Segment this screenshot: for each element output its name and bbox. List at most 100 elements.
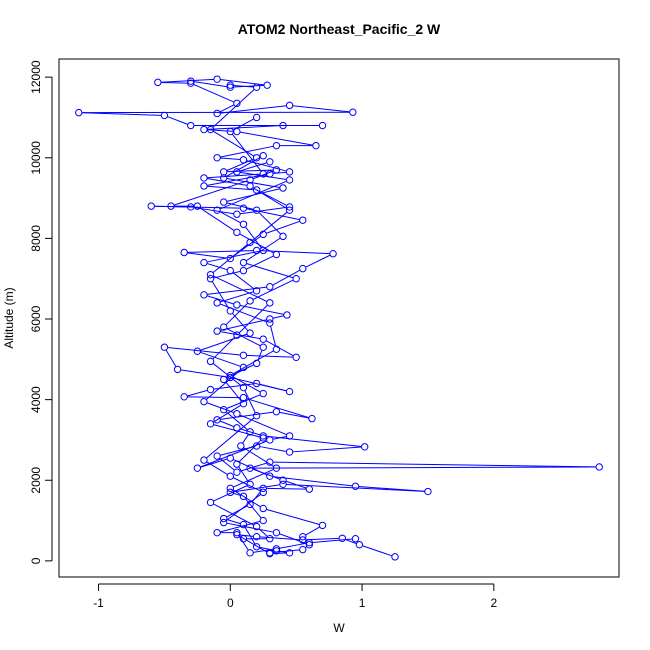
data-point [226, 472, 234, 480]
data-point [220, 375, 228, 384]
series-line-segment [187, 250, 254, 253]
series-line-segment [219, 420, 235, 428]
series-line-segment [239, 414, 287, 436]
data-point [213, 154, 221, 162]
series-line-segment [266, 487, 307, 490]
data-point [424, 487, 432, 496]
data-point [266, 436, 274, 444]
x-tick-label: -1 [93, 596, 104, 610]
data-point [259, 516, 267, 525]
series-line-segment [266, 508, 320, 526]
series-line-segment [279, 542, 307, 549]
data-point [220, 174, 228, 182]
data-point [272, 141, 281, 150]
data-point [266, 319, 274, 327]
data-point [246, 297, 254, 305]
data-point [187, 79, 195, 87]
series-line-segment [358, 486, 425, 492]
series-line-segment [219, 303, 268, 323]
data-point [220, 518, 228, 527]
y-axis-label: Altitude (m) [2, 287, 16, 348]
data-point [220, 198, 228, 206]
data-point [180, 393, 188, 401]
series-line-segment [233, 492, 241, 496]
data-point [206, 357, 215, 366]
data-point [160, 343, 169, 351]
data-point [272, 166, 281, 174]
series-line-segment [244, 527, 256, 545]
data-point [266, 535, 274, 543]
series-line-segment [239, 171, 287, 180]
data-point [246, 549, 254, 557]
series-line-segment [238, 439, 262, 463]
data-point [259, 434, 267, 442]
series-line-segment [207, 185, 254, 191]
y-tick-label: 10000 [29, 141, 43, 175]
series-line-segment [213, 424, 261, 438]
series-line-segment [226, 328, 261, 347]
data-point [226, 254, 234, 263]
y-axis: 0 2000 4000 6000 8000 10000 12000 [29, 60, 53, 564]
data-point [318, 121, 327, 130]
data-point [233, 528, 241, 537]
series-line-segment [200, 351, 241, 367]
data-point [305, 539, 314, 547]
series-line-segment [225, 381, 242, 402]
data-point [246, 182, 254, 190]
series-line-segment [266, 435, 362, 447]
series-line-segment [245, 498, 262, 519]
data-point [285, 387, 294, 396]
series-line-segment [246, 354, 293, 358]
data-point [213, 327, 221, 335]
series-line-segment [259, 250, 330, 255]
series-line-segment [212, 362, 242, 386]
data-point [233, 460, 241, 468]
data-point [351, 482, 360, 490]
data-point [259, 389, 267, 398]
data-point [233, 530, 241, 539]
data-point [213, 206, 221, 214]
data-point [595, 463, 603, 471]
data-point [167, 202, 175, 210]
data-point [226, 266, 234, 275]
data-point [147, 202, 155, 210]
series-line-segment [245, 237, 281, 262]
series-line-segment [286, 483, 425, 492]
data-point [226, 81, 234, 89]
data-point [266, 158, 274, 166]
series-line-segment [233, 484, 280, 493]
series-line-segment [226, 522, 274, 533]
data-point [292, 353, 300, 362]
series-line-segment [187, 396, 241, 399]
series-line-segment [266, 220, 300, 234]
series-line-segment [225, 302, 249, 326]
data-point [233, 410, 241, 418]
series-line-segment [212, 89, 255, 128]
series-line-segment [167, 116, 188, 125]
series-5 [200, 113, 314, 557]
series-3 [206, 152, 300, 543]
data-point [272, 345, 281, 353]
data-point [351, 535, 360, 543]
series-line-segment [200, 458, 228, 468]
series-line-segment [220, 411, 274, 420]
x-tick-label: 0 [227, 596, 234, 610]
data-point [285, 176, 294, 184]
data-point [226, 371, 234, 380]
data-point [233, 168, 241, 176]
series-line-segment [259, 446, 287, 452]
y-tick-label: 2000 [29, 467, 43, 494]
series-line-segment [220, 157, 241, 161]
series-line-segment [206, 263, 228, 271]
series-line-segment [253, 466, 597, 469]
data-point [266, 472, 274, 480]
series-line-segment [246, 255, 274, 270]
series-line-segment [252, 279, 294, 300]
series-line-segment [193, 84, 235, 103]
data-point [305, 485, 314, 493]
data-point [292, 274, 300, 283]
series-line-segment [81, 112, 162, 116]
data-point [285, 203, 294, 211]
series-line-segment [199, 207, 235, 231]
series-line-segment [219, 104, 235, 113]
